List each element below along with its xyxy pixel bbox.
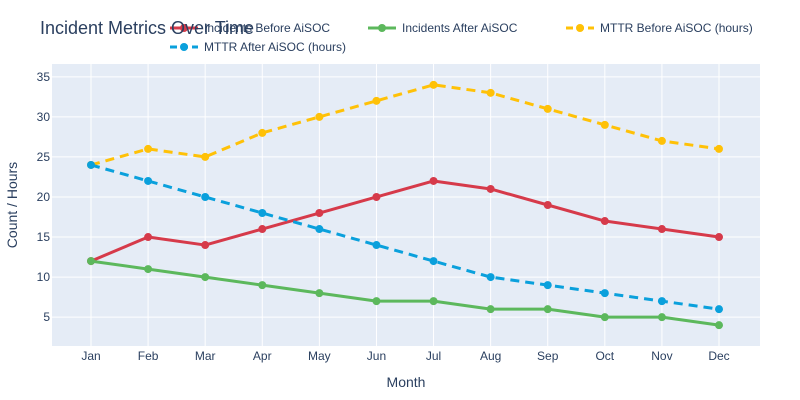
y-tick-label: 35 bbox=[37, 70, 51, 84]
legend-label: MTTR Before AiSOC (hours) bbox=[600, 21, 753, 35]
data-point[interactable] bbox=[600, 313, 609, 322]
x-tick-label: Aug bbox=[480, 349, 501, 363]
series-line bbox=[90, 259, 720, 327]
data-point[interactable] bbox=[543, 281, 552, 290]
x-tick-label: Apr bbox=[253, 349, 272, 363]
data-point[interactable] bbox=[144, 233, 153, 242]
data-point[interactable] bbox=[486, 184, 495, 193]
y-tick-label: 5 bbox=[43, 310, 50, 324]
y-axis-title: Count / Hours bbox=[4, 162, 20, 248]
data-point[interactable] bbox=[429, 176, 438, 185]
data-point[interactable] bbox=[657, 225, 666, 234]
data-point[interactable] bbox=[144, 144, 153, 153]
data-point[interactable] bbox=[144, 265, 153, 274]
series-4 bbox=[87, 160, 723, 314]
legend[interactable]: Incidents Before AiSOC Incidents After Ai… bbox=[170, 21, 753, 54]
data-point[interactable] bbox=[715, 144, 723, 153]
series-1 bbox=[87, 176, 723, 266]
data-point[interactable] bbox=[201, 273, 210, 282]
data-point[interactable] bbox=[715, 233, 723, 242]
series-line bbox=[90, 163, 720, 311]
x-tick-label: Jan bbox=[81, 349, 100, 363]
data-point[interactable] bbox=[144, 176, 153, 185]
data-point[interactable] bbox=[715, 305, 723, 314]
legend-label: Incidents After AiSOC bbox=[402, 21, 518, 35]
legend-marker bbox=[180, 43, 188, 51]
x-tick-label: Sep bbox=[537, 349, 559, 363]
series-line bbox=[90, 179, 720, 263]
data-point[interactable] bbox=[87, 257, 95, 266]
legend-item[interactable]: Incidents After AiSOC bbox=[368, 21, 518, 35]
legend-marker bbox=[378, 24, 386, 32]
data-point[interactable] bbox=[543, 305, 552, 314]
data-point[interactable] bbox=[372, 192, 381, 201]
data-point[interactable] bbox=[486, 273, 495, 282]
plot-area bbox=[52, 64, 760, 346]
x-tick-label: May bbox=[308, 349, 331, 363]
data-point[interactable] bbox=[258, 281, 267, 290]
y-tick-label: 25 bbox=[37, 150, 51, 164]
data-point[interactable] bbox=[600, 217, 609, 226]
data-point[interactable] bbox=[315, 209, 324, 218]
data-point[interactable] bbox=[600, 120, 609, 129]
data-point[interactable] bbox=[315, 112, 324, 121]
x-tick-label: Oct bbox=[595, 349, 614, 363]
y-tick-label: 20 bbox=[37, 190, 51, 204]
data-point[interactable] bbox=[201, 152, 210, 161]
series-layer bbox=[87, 80, 723, 330]
y-tick-label: 15 bbox=[37, 230, 51, 244]
x-axis-ticks: Jan Feb Mar Apr May Jun Jul Aug Sep Oct Nov Dec bbox=[81, 349, 729, 363]
data-point[interactable] bbox=[201, 192, 210, 201]
legend-item[interactable]: MTTR Before AiSOC (hours) bbox=[566, 21, 753, 35]
y-axis-ticks: 5 10 15 20 25 30 35 bbox=[37, 70, 51, 324]
data-point[interactable] bbox=[258, 209, 267, 218]
legend-label: Incidents Before AiSOC bbox=[204, 21, 330, 35]
series-line bbox=[90, 83, 720, 167]
data-point[interactable] bbox=[486, 88, 495, 97]
data-point[interactable] bbox=[258, 225, 267, 234]
x-tick-label: Dec bbox=[708, 349, 729, 363]
legend-item[interactable]: MTTR After AiSOC (hours) bbox=[170, 40, 346, 54]
data-point[interactable] bbox=[372, 241, 381, 250]
data-point[interactable] bbox=[201, 241, 210, 250]
data-point[interactable] bbox=[372, 96, 381, 105]
data-point[interactable] bbox=[543, 201, 552, 209]
data-point[interactable] bbox=[258, 128, 267, 137]
data-point[interactable] bbox=[315, 289, 324, 298]
y-tick-label: 30 bbox=[37, 110, 51, 124]
data-point[interactable] bbox=[429, 257, 438, 266]
legend-marker bbox=[180, 24, 188, 32]
data-point[interactable] bbox=[600, 289, 609, 298]
data-point[interactable] bbox=[657, 136, 666, 145]
series-3 bbox=[87, 80, 723, 169]
data-point[interactable] bbox=[372, 297, 381, 306]
data-point[interactable] bbox=[543, 104, 552, 113]
data-point[interactable] bbox=[657, 297, 666, 306]
legend-label: MTTR After AiSOC (hours) bbox=[204, 40, 346, 54]
x-tick-label: Mar bbox=[195, 349, 216, 363]
x-tick-label: Nov bbox=[651, 349, 672, 363]
data-point[interactable] bbox=[429, 80, 438, 89]
x-tick-label: Feb bbox=[138, 349, 159, 363]
data-point[interactable] bbox=[315, 225, 324, 234]
y-tick-label: 10 bbox=[37, 270, 51, 284]
data-point[interactable] bbox=[429, 297, 438, 306]
data-point[interactable] bbox=[486, 305, 495, 314]
x-tick-label: Jun bbox=[367, 349, 386, 363]
data-point[interactable] bbox=[657, 313, 666, 322]
legend-item[interactable]: Incidents Before AiSOC bbox=[170, 21, 330, 35]
data-point[interactable] bbox=[715, 321, 723, 330]
x-axis-title: Month bbox=[387, 374, 426, 390]
data-point[interactable] bbox=[87, 160, 95, 169]
series-2 bbox=[87, 257, 723, 330]
legend-marker bbox=[576, 24, 584, 32]
chart-title: Incident Metrics Over Time bbox=[40, 18, 254, 38]
x-tick-label: Jul bbox=[426, 349, 441, 363]
